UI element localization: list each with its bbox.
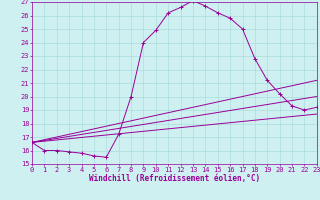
X-axis label: Windchill (Refroidissement éolien,°C): Windchill (Refroidissement éolien,°C) <box>89 174 260 183</box>
